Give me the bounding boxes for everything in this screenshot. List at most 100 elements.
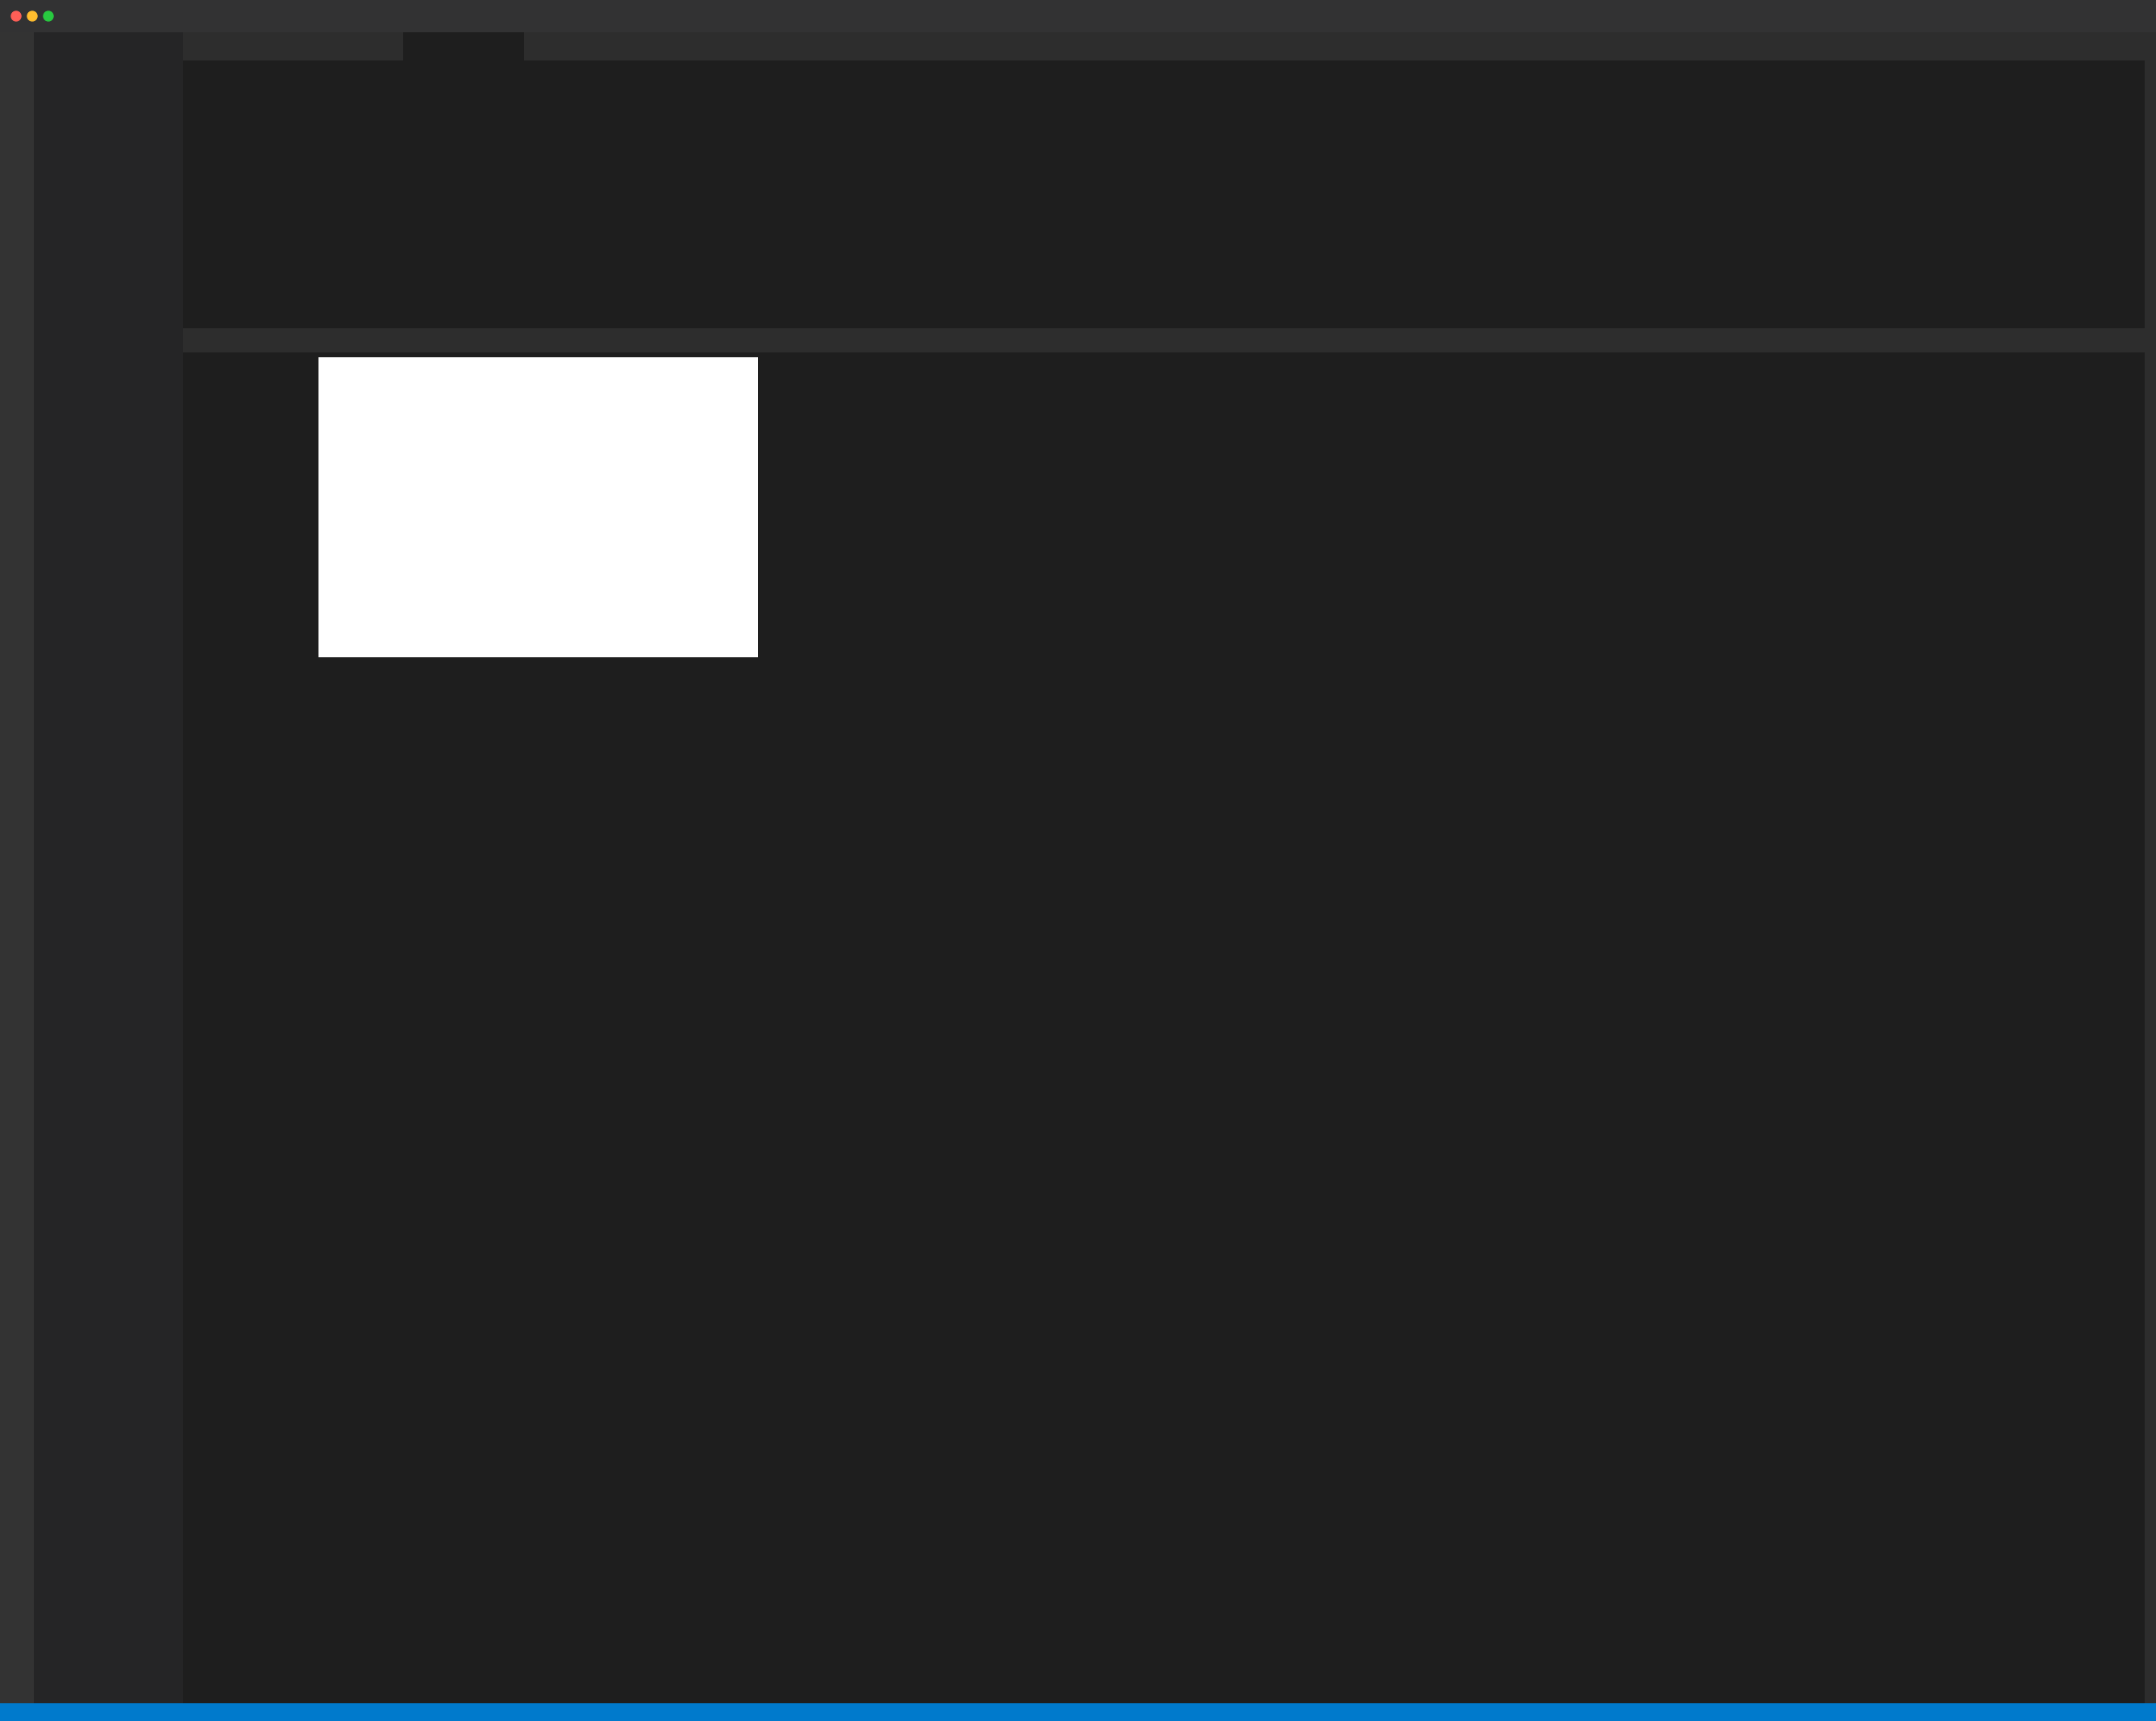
Point — [545, 566, 580, 594]
Point — [545, 601, 580, 628]
Point — [597, 694, 632, 721]
Point — [545, 492, 580, 520]
Point — [414, 594, 448, 621]
Point — [545, 508, 580, 535]
Point — [593, 654, 627, 682]
Point — [582, 630, 617, 657]
Point — [487, 649, 522, 676]
Point — [569, 676, 604, 704]
Point — [599, 663, 634, 690]
Point — [455, 640, 489, 668]
Point — [545, 587, 580, 614]
Point — [545, 460, 580, 487]
Point — [485, 644, 520, 671]
Point — [485, 518, 520, 546]
Point — [545, 539, 580, 566]
Point — [550, 678, 584, 706]
Point — [438, 651, 472, 678]
Point — [479, 628, 513, 656]
Point — [459, 635, 494, 663]
Point — [545, 621, 580, 649]
Point — [567, 683, 602, 711]
Point — [545, 472, 580, 499]
Point — [545, 578, 580, 606]
Point — [554, 690, 589, 718]
Point — [515, 651, 550, 678]
Point — [556, 687, 591, 714]
Point — [653, 628, 688, 656]
Point — [545, 616, 580, 644]
Point — [433, 601, 468, 628]
Point — [545, 561, 580, 589]
Point — [485, 585, 520, 613]
Point — [481, 647, 515, 675]
Point — [545, 534, 580, 561]
Point — [545, 571, 580, 599]
Point — [533, 637, 567, 664]
Point — [543, 690, 578, 718]
Point — [642, 694, 677, 721]
Point — [545, 626, 580, 654]
Point — [580, 659, 614, 687]
Point — [448, 630, 483, 657]
Point — [688, 506, 722, 534]
Point — [520, 694, 554, 721]
Point — [466, 657, 500, 685]
Point — [545, 534, 580, 561]
Bar — [183, 60, 2156, 81]
Point — [571, 504, 606, 532]
Point — [608, 694, 642, 721]
Point — [545, 601, 580, 628]
Point — [524, 694, 558, 721]
Point — [545, 535, 580, 563]
Point — [545, 487, 580, 515]
Point — [664, 590, 699, 618]
Point — [492, 663, 526, 690]
Point — [666, 633, 701, 661]
Point — [545, 432, 580, 460]
Point — [595, 649, 630, 676]
Point — [550, 692, 584, 719]
Point — [545, 527, 580, 554]
Point — [545, 551, 580, 578]
Point — [545, 484, 580, 511]
Point — [545, 637, 580, 664]
Point — [545, 599, 580, 626]
Point — [578, 608, 612, 635]
Point — [558, 690, 593, 718]
Point — [662, 640, 696, 668]
Point — [545, 575, 580, 602]
Point — [496, 592, 530, 620]
Point — [535, 587, 569, 614]
Point — [591, 659, 625, 687]
Point — [545, 556, 580, 583]
Point — [492, 575, 526, 602]
Point — [545, 623, 580, 651]
Point — [545, 601, 580, 628]
Point — [522, 668, 556, 695]
Point — [427, 551, 461, 578]
Point — [545, 590, 580, 618]
Point — [530, 682, 565, 709]
Point — [476, 652, 511, 680]
Point — [524, 694, 558, 721]
Point — [545, 611, 580, 638]
Point — [545, 447, 580, 475]
Point — [416, 632, 451, 659]
Point — [489, 616, 524, 644]
Point — [545, 568, 580, 595]
Point — [647, 632, 681, 659]
Point — [545, 434, 580, 461]
Bar — [183, 329, 2156, 353]
Point — [545, 589, 580, 616]
Point — [545, 614, 580, 642]
Point — [545, 422, 580, 449]
Point — [545, 539, 580, 566]
Point — [612, 652, 647, 680]
Point — [539, 692, 573, 719]
Point — [526, 666, 561, 694]
Point — [545, 604, 580, 632]
Point — [545, 453, 580, 480]
Point — [545, 638, 580, 666]
Point — [481, 595, 515, 623]
